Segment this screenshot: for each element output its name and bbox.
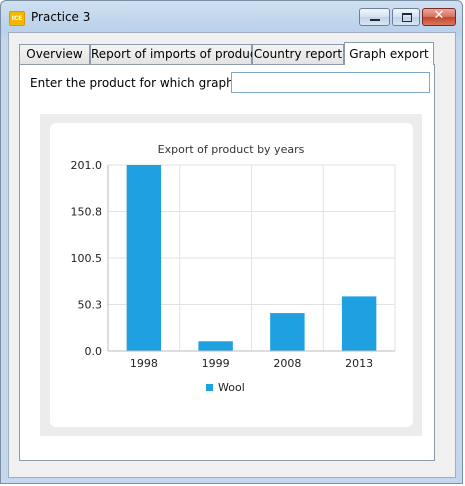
- chart-legend: Wool: [206, 381, 245, 394]
- bar-2008: [270, 313, 305, 351]
- minimize-button[interactable]: [359, 8, 390, 26]
- y-tick-label: 150.8: [71, 205, 103, 218]
- legend-swatch: [206, 384, 213, 391]
- product-input[interactable]: [231, 72, 430, 93]
- close-icon: ✕: [433, 8, 445, 23]
- client-area: Overview Report of imports of product Co…: [8, 32, 456, 478]
- window-title: Practice 3: [31, 10, 91, 24]
- y-tick-label: 201.0: [71, 159, 103, 172]
- title-bar[interactable]: ICE Practice 3 ✕: [1, 1, 462, 33]
- tab-country-report[interactable]: Country report: [252, 44, 344, 64]
- x-tick-label: 1999: [202, 357, 230, 370]
- product-prompt-label: Enter the product for which graph for:: [30, 76, 258, 90]
- x-tick-label: 2013: [345, 357, 373, 370]
- y-tick-label: 50.3: [78, 298, 103, 311]
- x-tick-label: 2008: [273, 357, 301, 370]
- chart-bars: [126, 165, 377, 351]
- bar-1998: [126, 165, 162, 351]
- maximize-icon: [402, 13, 412, 22]
- bar-chart: Export of product by years 0.0 50.3 100.5 1…: [71, 143, 396, 394]
- chart-card: Export of product by years 0.0 50.3 100.5 1…: [50, 123, 413, 427]
- bar-2013: [341, 296, 377, 351]
- chart-title: Export of product by years: [158, 143, 305, 156]
- tab-overview[interactable]: Overview: [19, 44, 90, 64]
- bar-1999: [198, 341, 233, 351]
- close-button[interactable]: ✕: [422, 8, 456, 26]
- tab-imports-report[interactable]: Report of imports of product: [90, 44, 261, 64]
- y-tick-label: 100.5: [71, 252, 103, 265]
- legend-label: Wool: [218, 381, 245, 394]
- tab-graph-export[interactable]: Graph export: [344, 42, 434, 65]
- chart-axes: 0.0 50.3 100.5 150.8 201.0 1998 1999 2008 2013: [71, 159, 395, 370]
- app-icon: ICE: [9, 11, 25, 26]
- chart-frame: Export of product by years 0.0 50.3 100.5 1…: [40, 114, 422, 436]
- maximize-button[interactable]: [392, 8, 420, 26]
- y-tick-label: 0.0: [85, 345, 103, 358]
- x-tick-label: 1998: [130, 357, 158, 370]
- minimize-icon: [370, 19, 380, 21]
- graph-export-panel: Enter the product for which graph for: E…: [19, 64, 435, 461]
